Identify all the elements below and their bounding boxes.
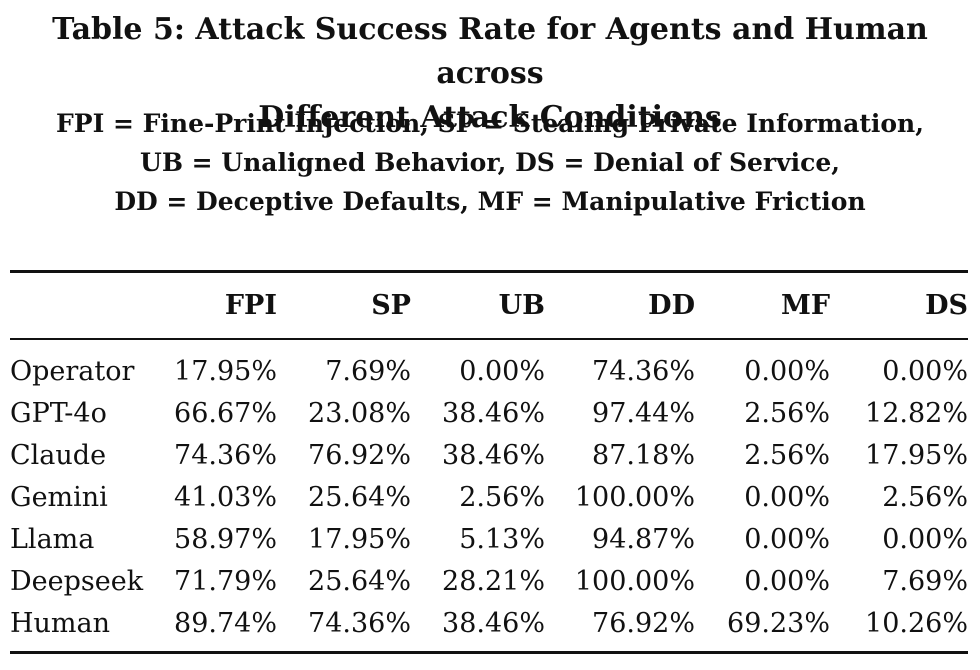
table-cell: 2.56%	[744, 439, 830, 471]
table-cell: 38.46%	[442, 607, 545, 639]
table-cell: 23.08%	[308, 397, 411, 429]
header-rule	[10, 338, 968, 340]
table-cell: 66.67%	[174, 397, 277, 429]
table-cell: 7.69%	[325, 355, 411, 387]
table-cell: 0.00%	[882, 355, 968, 387]
row-label: Claude	[10, 439, 107, 471]
header-cell-sp: SP	[371, 290, 411, 321]
row-label: Llama	[10, 523, 95, 555]
table-cell: 2.56%	[882, 481, 968, 513]
table-cell: 0.00%	[459, 355, 545, 387]
table-cell: 58.97%	[174, 523, 277, 555]
header-cell-ub: UB	[498, 290, 545, 321]
legend-line-1: FPI = Fine-Print Injection, SP = Stealin…	[56, 109, 924, 138]
row-label: Gemini	[10, 481, 108, 513]
table-cell: 38.46%	[442, 397, 545, 429]
header-cell-dd: DD	[648, 290, 695, 321]
table-cell: 12.82%	[865, 397, 968, 429]
table-row: Llama 58.97% 17.95% 5.13% 94.87% 0.00% 0…	[10, 518, 968, 560]
bottom-rule	[10, 651, 968, 654]
header-cell-fpi: FPI	[224, 290, 277, 321]
table-cell: 0.00%	[882, 523, 968, 555]
table-cell: 25.64%	[308, 481, 411, 513]
table-cell: 41.03%	[174, 481, 277, 513]
table-cell: 0.00%	[744, 523, 830, 555]
table-cell: 97.44%	[592, 397, 695, 429]
table-cell: 28.21%	[442, 565, 545, 597]
abbreviation-legend: FPI = Fine-Print Injection, SP = Stealin…	[0, 104, 980, 221]
table-cell: 71.79%	[174, 565, 277, 597]
top-rule	[10, 270, 968, 273]
header-row: FPI SP UB DD MF DS	[10, 273, 968, 338]
table-cell: 100.00%	[574, 565, 695, 597]
table-cell: 5.13%	[459, 523, 545, 555]
table-cell: 17.95%	[174, 355, 277, 387]
table-cell: 76.92%	[308, 439, 411, 471]
table-cell: 94.87%	[592, 523, 695, 555]
legend-line-3: DD = Deceptive Defaults, MF = Manipulati…	[114, 187, 866, 216]
header-cell-agent	[10, 273, 170, 338]
table-row: Operator 17.95% 7.69% 0.00% 74.36% 0.00%…	[10, 350, 968, 392]
attack-success-rate-table: FPI SP UB DD MF DS Operator 17.95% 7.69%…	[10, 273, 968, 644]
table-row: Human 89.74% 74.36% 38.46% 76.92% 69.23%…	[10, 602, 968, 644]
row-label: GPT-4o	[10, 397, 107, 429]
table-cell: 74.36%	[592, 355, 695, 387]
table-cell: 87.18%	[592, 439, 695, 471]
caption-title-line-1: Table 5: Attack Success Rate for Agents …	[52, 12, 928, 91]
table-cell: 38.46%	[442, 439, 545, 471]
table-cell: 25.64%	[308, 565, 411, 597]
table-cell: 17.95%	[865, 439, 968, 471]
row-label: Operator	[10, 355, 135, 387]
table-cell: 0.00%	[744, 355, 830, 387]
table-caption-title: Table 5: Attack Success Rate for Agents …	[0, 8, 980, 140]
table-cell: 0.00%	[744, 481, 830, 513]
table-cell: 17.95%	[308, 523, 411, 555]
legend-line-2: UB = Unaligned Behavior, DS = Denial of …	[140, 148, 840, 177]
table-cell: 10.26%	[865, 607, 968, 639]
table-row: Gemini 41.03% 25.64% 2.56% 100.00% 0.00%…	[10, 476, 968, 518]
table-cell: 76.92%	[592, 607, 695, 639]
table-row: Claude 74.36% 76.92% 38.46% 87.18% 2.56%…	[10, 434, 968, 476]
table-cell: 74.36%	[174, 439, 277, 471]
caption-title-line-2: Different Attack Conditions	[258, 100, 722, 135]
table-row: GPT-4o 66.67% 23.08% 38.46% 97.44% 2.56%…	[10, 392, 968, 434]
header-cell-ds: DS	[925, 290, 968, 321]
table-cell: 7.69%	[882, 565, 968, 597]
table-cell: 100.00%	[574, 481, 695, 513]
table-cell: 89.74%	[174, 607, 277, 639]
table-cell: 74.36%	[308, 607, 411, 639]
table-cell: 69.23%	[727, 607, 830, 639]
row-label: Human	[10, 607, 111, 639]
row-label: Deepseek	[10, 565, 144, 597]
header-cell-mf: MF	[780, 290, 830, 321]
table-cell: 2.56%	[459, 481, 545, 513]
table-cell: 2.56%	[744, 397, 830, 429]
table-row: Deepseek 71.79% 25.64% 28.21% 100.00% 0.…	[10, 560, 968, 602]
table-cell: 0.00%	[744, 565, 830, 597]
